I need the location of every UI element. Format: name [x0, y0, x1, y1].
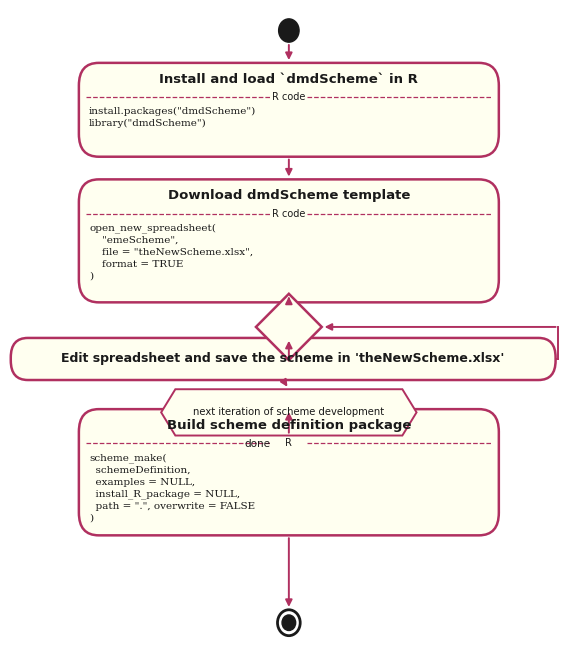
Text: Build scheme definition package: Build scheme definition package: [166, 419, 411, 432]
Text: next iteration of scheme development: next iteration of scheme development: [193, 408, 385, 417]
Circle shape: [282, 615, 296, 630]
FancyBboxPatch shape: [79, 63, 499, 157]
Text: done: done: [245, 439, 271, 448]
Text: scheme_make(
  schemeDefinition,
  examples = NULL,
  install_R_package = NULL,
: scheme_make( schemeDefinition, examples …: [89, 453, 255, 523]
Text: install.packages("dmdScheme")
library("dmdScheme"): install.packages("dmdScheme") library("d…: [89, 107, 257, 128]
FancyBboxPatch shape: [79, 409, 499, 536]
Polygon shape: [256, 294, 322, 360]
Text: R: R: [285, 439, 292, 448]
Text: Download dmdScheme template: Download dmdScheme template: [168, 189, 410, 202]
Text: open_new_spreadsheet(
    "emeScheme",
    file = "theNewScheme.xlsx",
    forma: open_new_spreadsheet( "emeScheme", file …: [89, 224, 253, 280]
FancyBboxPatch shape: [79, 179, 499, 302]
Text: R code: R code: [272, 209, 305, 218]
FancyBboxPatch shape: [11, 338, 556, 380]
Text: Install and load `dmdScheme` in R: Install and load `dmdScheme` in R: [160, 73, 418, 86]
Circle shape: [277, 610, 300, 636]
Text: Edit spreadsheet and save the scheme in 'theNewScheme.xlsx': Edit spreadsheet and save the scheme in …: [61, 352, 505, 365]
Polygon shape: [161, 389, 417, 436]
Text: R code: R code: [272, 92, 305, 102]
Circle shape: [278, 19, 299, 42]
